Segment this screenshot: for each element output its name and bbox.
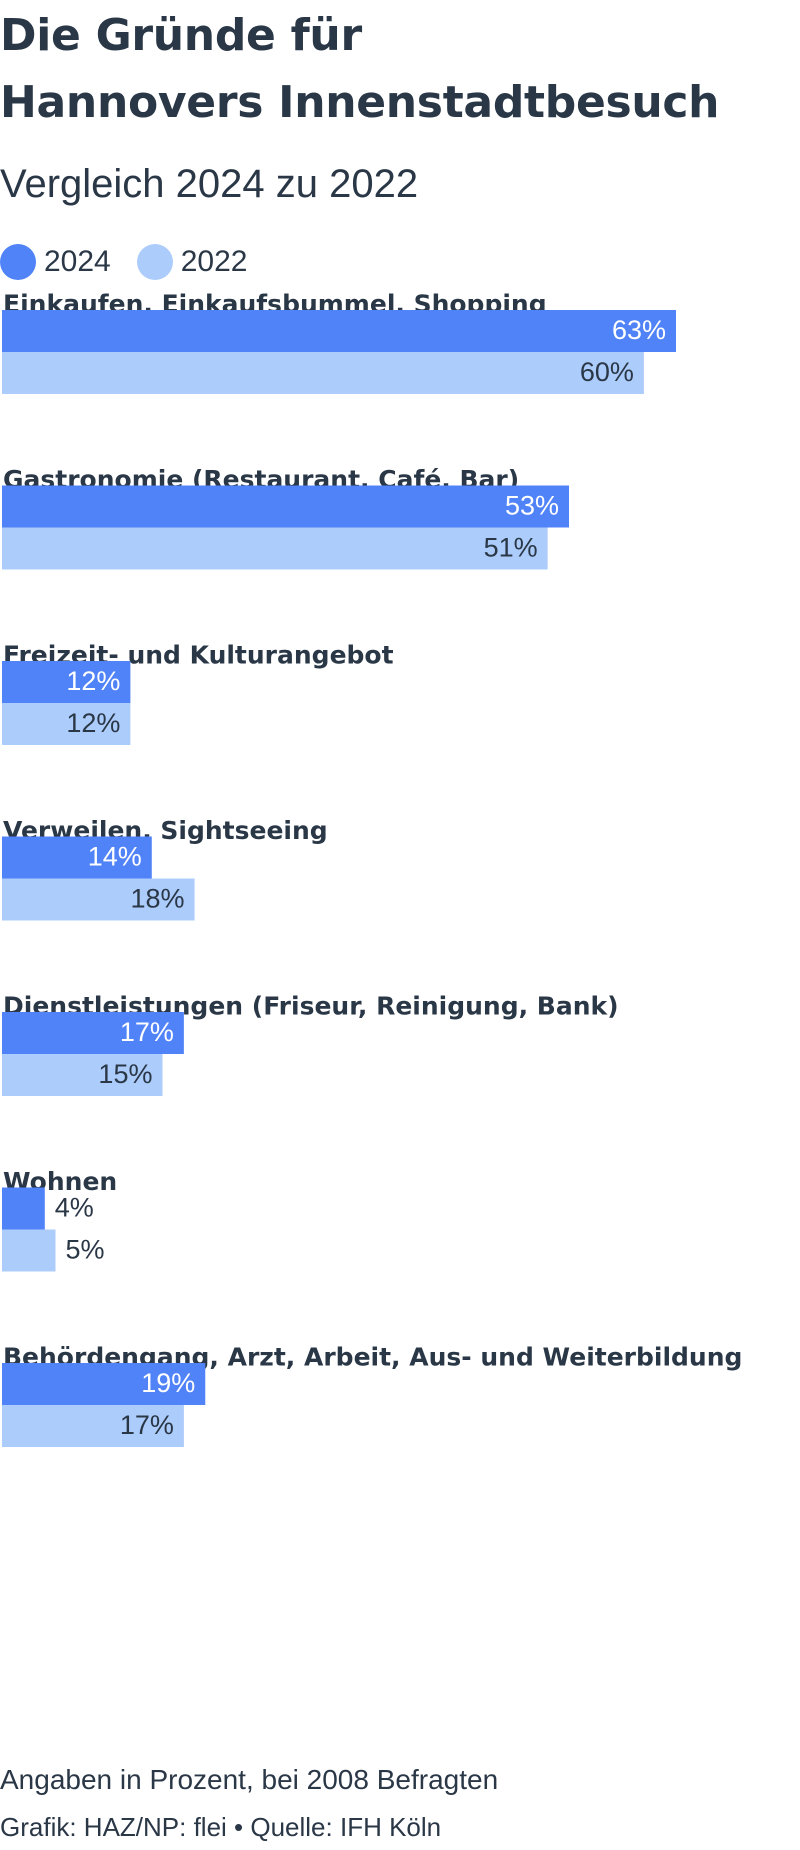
chart-subtitle: Vergleich 2024 zu 2022 bbox=[0, 162, 419, 206]
legend-item-2024: 2024 bbox=[0, 244, 111, 280]
chart-title: Die Gründe für Hannovers Innenstadtbesuc… bbox=[0, 2, 790, 136]
bar-2024 bbox=[2, 661, 131, 703]
legend-item-2022: 2022 bbox=[136, 244, 248, 280]
data-label-2022: 5% bbox=[65, 1235, 104, 1265]
data-label-2022: 15% bbox=[98, 1059, 152, 1089]
bar-2024 bbox=[2, 1363, 206, 1405]
legend-swatch-2024 bbox=[0, 244, 36, 280]
data-label-2024: 53% bbox=[505, 491, 559, 521]
data-label-2022: 17% bbox=[120, 1410, 174, 1440]
bar-2022 bbox=[2, 703, 131, 745]
bar-2022 bbox=[2, 527, 548, 570]
data-label-2022: 18% bbox=[131, 884, 185, 914]
legend-swatch-2022 bbox=[136, 244, 173, 280]
bar-2024 bbox=[2, 310, 676, 352]
legend-label-2022: 2022 bbox=[180, 245, 248, 278]
bar-2022 bbox=[2, 352, 644, 394]
bar-2024 bbox=[2, 485, 570, 528]
bar-2024 bbox=[2, 1012, 184, 1054]
bar-2022 bbox=[2, 1405, 184, 1447]
bar-2024 bbox=[2, 836, 152, 879]
chart-legend: 2024 2022 bbox=[0, 242, 274, 282]
bar-2022 bbox=[2, 1229, 56, 1272]
chart-title-line-1: Die Gründe für bbox=[0, 10, 362, 61]
data-label-2022: 51% bbox=[484, 533, 538, 563]
data-label-2024: 17% bbox=[120, 1017, 174, 1047]
footer-credit: Grafik: HAZ/NP: flei • Quelle: IFH Köln bbox=[0, 1812, 442, 1842]
data-label-2022: 60% bbox=[580, 357, 634, 387]
bar-2022 bbox=[2, 878, 195, 921]
footer-note: Angaben in Prozent, bei 2008 Befragten bbox=[0, 1764, 499, 1795]
data-label-2024: 12% bbox=[66, 666, 120, 696]
legend-label-2024: 2024 bbox=[44, 245, 111, 278]
data-label-2024: 19% bbox=[141, 1368, 195, 1398]
data-label-2022: 12% bbox=[66, 708, 120, 738]
data-label-2024: 4% bbox=[55, 1193, 94, 1223]
chart-title-line-2: Hannovers Innenstadtbesuch bbox=[0, 77, 720, 128]
data-label-2024: 14% bbox=[88, 842, 142, 872]
bar-2024 bbox=[2, 1187, 45, 1230]
bar-2022 bbox=[2, 1054, 163, 1096]
data-label-2024: 63% bbox=[612, 315, 666, 345]
